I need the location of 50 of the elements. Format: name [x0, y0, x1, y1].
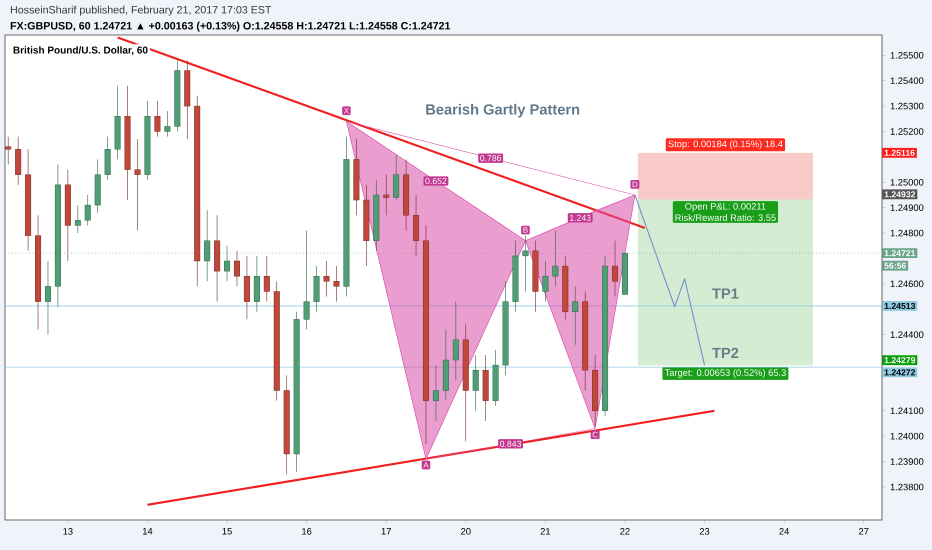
annotation: C	[592, 432, 598, 438]
y-tick-label: 1.25300	[890, 102, 924, 110]
y-tick-label: 1.24800	[890, 230, 924, 236]
y-tick-label: 1.24900	[890, 204, 924, 211]
annotation: X	[344, 108, 349, 114]
annotation: Bearish Gartly Pattern	[426, 104, 580, 118]
x-tick-label: 21	[540, 528, 550, 535]
y-tick-label: 1.24600	[890, 280, 924, 288]
text: 1.24932	[884, 191, 916, 198]
text: 56:56	[884, 262, 906, 269]
annotation: B	[523, 227, 528, 233]
y-tick-label: 1.23900	[890, 458, 924, 465]
x-tick-label: 16	[302, 528, 312, 535]
annotation: 1.243	[570, 214, 591, 221]
y-tick-label: 1.24400	[890, 331, 924, 338]
x-tick-label: 22	[620, 528, 630, 535]
x-tick-label: 27	[858, 528, 868, 535]
text: 1.25116	[884, 150, 915, 156]
y-tick-label: 1.23800	[890, 484, 924, 490]
x-tick-label: 13	[63, 528, 73, 535]
x-tick-label: 24	[779, 528, 790, 535]
text: HosseinSharif published, February 21, 2017 17:03 EST	[10, 6, 272, 16]
annotation: Risk/Reward Ratio: 3.55	[675, 214, 776, 221]
y-tick-label: 1.24000	[890, 432, 924, 440]
x-tick-label: 14	[142, 528, 152, 534]
ref-line-label: 1.24272	[884, 369, 916, 376]
annotation: 0.786	[480, 155, 502, 162]
x-tick-label: 17	[382, 528, 391, 534]
y-tick-label: 1.24100	[890, 408, 924, 414]
annotation: TP2	[712, 348, 738, 358]
annotation: D	[632, 182, 638, 188]
y-tick-label: 1.25000	[890, 178, 924, 186]
annotation: TP1	[712, 288, 738, 299]
ref-line-label: 1.24513	[884, 302, 916, 310]
chart-subtitle: FX:GBPUSD, 60 1.24721 ▲ +0.00163 (+0.13%) O:1.24558 H:1.24721 L:1.24558 C:1.24721	[10, 22, 450, 32]
band-label: Stop: 0.00184 (0.15%) 18.4	[668, 140, 783, 150]
annotation: 0.843	[500, 440, 522, 447]
y-tick-label: 1.25200	[890, 128, 924, 135]
y-tick-label: 1.25500	[890, 52, 924, 59]
x-tick-label: 20	[461, 528, 471, 535]
text: 1.24279	[884, 357, 916, 364]
text: British Pound/U.S. Dollar, 60	[14, 46, 148, 56]
x-tick-label: 15	[222, 528, 232, 535]
band-label: Target: 0.00653 (0.52%) 65.3	[664, 369, 786, 378]
x-tick-label: 23	[700, 528, 710, 535]
ref-line-label: 1.24721	[884, 250, 916, 256]
annotation: A	[423, 462, 429, 468]
annotation: Open P&L: 0.00211	[685, 203, 766, 212]
annotation: 0.652	[425, 178, 446, 184]
y-tick-label: 1.25400	[890, 77, 924, 84]
